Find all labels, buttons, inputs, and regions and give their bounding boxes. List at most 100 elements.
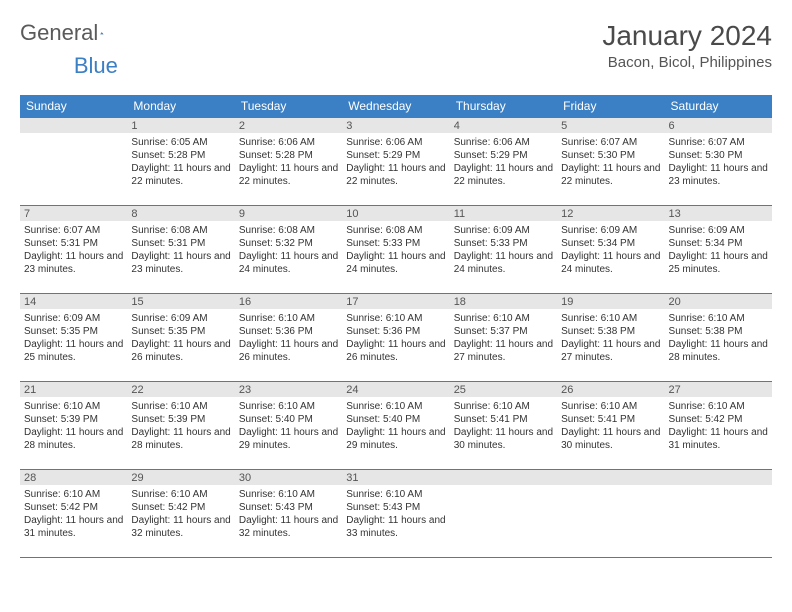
day-cell: 23Sunrise: 6:10 AMSunset: 5:40 PMDayligh… xyxy=(235,381,342,469)
sunrise-line: Sunrise: 6:10 AM xyxy=(131,488,230,501)
sunset-line: Sunset: 5:31 PM xyxy=(131,237,230,250)
sunrise-line: Sunrise: 6:09 AM xyxy=(454,224,553,237)
date-number: 3 xyxy=(342,117,449,133)
day-header: Wednesday xyxy=(342,95,449,117)
day-cell: 17Sunrise: 6:10 AMSunset: 5:36 PMDayligh… xyxy=(342,293,449,381)
daylight-line: Daylight: 11 hours and 29 minutes. xyxy=(239,426,338,452)
date-number xyxy=(557,469,664,485)
date-number: 18 xyxy=(450,293,557,309)
sunset-line: Sunset: 5:39 PM xyxy=(24,413,123,426)
day-header: Monday xyxy=(127,95,234,117)
sunset-line: Sunset: 5:32 PM xyxy=(239,237,338,250)
day-cell: 10Sunrise: 6:08 AMSunset: 5:33 PMDayligh… xyxy=(342,205,449,293)
location: Bacon, Bicol, Philippines xyxy=(602,54,772,71)
logo-text-1: General xyxy=(20,20,98,46)
sunrise-line: Sunrise: 6:09 AM xyxy=(669,224,768,237)
sunset-line: Sunset: 5:42 PM xyxy=(24,501,123,514)
sunrise-line: Sunrise: 6:09 AM xyxy=(131,312,230,325)
daylight-line: Daylight: 11 hours and 24 minutes. xyxy=(239,250,338,276)
sunrise-line: Sunrise: 6:10 AM xyxy=(454,400,553,413)
sunset-line: Sunset: 5:34 PM xyxy=(561,237,660,250)
day-details: Sunrise: 6:09 AMSunset: 5:33 PMDaylight:… xyxy=(450,221,557,278)
sunrise-line: Sunrise: 6:10 AM xyxy=(24,400,123,413)
date-number: 31 xyxy=(342,469,449,485)
daylight-line: Daylight: 11 hours and 26 minutes. xyxy=(131,338,230,364)
sunset-line: Sunset: 5:40 PM xyxy=(346,413,445,426)
sunrise-line: Sunrise: 6:10 AM xyxy=(561,312,660,325)
day-details: Sunrise: 6:09 AMSunset: 5:35 PMDaylight:… xyxy=(20,309,127,366)
sunset-line: Sunset: 5:42 PM xyxy=(131,501,230,514)
date-number: 30 xyxy=(235,469,342,485)
day-cell: 14Sunrise: 6:09 AMSunset: 5:35 PMDayligh… xyxy=(20,293,127,381)
day-details: Sunrise: 6:10 AMSunset: 5:42 PMDaylight:… xyxy=(20,485,127,542)
sunrise-line: Sunrise: 6:10 AM xyxy=(346,400,445,413)
daylight-line: Daylight: 11 hours and 33 minutes. xyxy=(346,514,445,540)
date-number: 2 xyxy=(235,117,342,133)
day-details: Sunrise: 6:10 AMSunset: 5:38 PMDaylight:… xyxy=(557,309,664,366)
day-details: Sunrise: 6:06 AMSunset: 5:28 PMDaylight:… xyxy=(235,133,342,190)
sunrise-line: Sunrise: 6:10 AM xyxy=(24,488,123,501)
date-number: 23 xyxy=(235,381,342,397)
sunset-line: Sunset: 5:43 PM xyxy=(239,501,338,514)
date-number: 5 xyxy=(557,117,664,133)
daylight-line: Daylight: 11 hours and 22 minutes. xyxy=(346,162,445,188)
daylight-line: Daylight: 11 hours and 30 minutes. xyxy=(454,426,553,452)
daylight-line: Daylight: 11 hours and 26 minutes. xyxy=(346,338,445,364)
sunset-line: Sunset: 5:34 PM xyxy=(669,237,768,250)
sunset-line: Sunset: 5:35 PM xyxy=(24,325,123,338)
day-cell xyxy=(20,117,127,205)
day-details: Sunrise: 6:06 AMSunset: 5:29 PMDaylight:… xyxy=(450,133,557,190)
sunset-line: Sunset: 5:29 PM xyxy=(454,149,553,162)
date-number: 16 xyxy=(235,293,342,309)
day-cell: 6Sunrise: 6:07 AMSunset: 5:30 PMDaylight… xyxy=(665,117,772,205)
daylight-line: Daylight: 11 hours and 24 minutes. xyxy=(346,250,445,276)
date-number: 8 xyxy=(127,205,234,221)
day-header: Thursday xyxy=(450,95,557,117)
day-details: Sunrise: 6:10 AMSunset: 5:40 PMDaylight:… xyxy=(235,397,342,454)
day-cell xyxy=(557,469,664,557)
title-block: January 2024 Bacon, Bicol, Philippines xyxy=(602,20,772,71)
date-number: 13 xyxy=(665,205,772,221)
sunrise-line: Sunrise: 6:10 AM xyxy=(561,400,660,413)
day-details: Sunrise: 6:08 AMSunset: 5:31 PMDaylight:… xyxy=(127,221,234,278)
day-details: Sunrise: 6:09 AMSunset: 5:34 PMDaylight:… xyxy=(665,221,772,278)
day-cell: 24Sunrise: 6:10 AMSunset: 5:40 PMDayligh… xyxy=(342,381,449,469)
day-details: Sunrise: 6:09 AMSunset: 5:35 PMDaylight:… xyxy=(127,309,234,366)
day-header-row: Sunday Monday Tuesday Wednesday Thursday… xyxy=(20,95,772,117)
day-cell: 12Sunrise: 6:09 AMSunset: 5:34 PMDayligh… xyxy=(557,205,664,293)
sunrise-line: Sunrise: 6:10 AM xyxy=(454,312,553,325)
calendar-body: 1Sunrise: 6:05 AMSunset: 5:28 PMDaylight… xyxy=(20,117,772,557)
sunset-line: Sunset: 5:33 PM xyxy=(454,237,553,250)
day-details: Sunrise: 6:10 AMSunset: 5:40 PMDaylight:… xyxy=(342,397,449,454)
sunrise-line: Sunrise: 6:10 AM xyxy=(131,400,230,413)
day-cell xyxy=(450,469,557,557)
sunset-line: Sunset: 5:36 PM xyxy=(346,325,445,338)
date-number: 19 xyxy=(557,293,664,309)
sunset-line: Sunset: 5:39 PM xyxy=(131,413,230,426)
daylight-line: Daylight: 11 hours and 32 minutes. xyxy=(239,514,338,540)
sunrise-line: Sunrise: 6:10 AM xyxy=(239,312,338,325)
date-number: 10 xyxy=(342,205,449,221)
day-header: Saturday xyxy=(665,95,772,117)
sunrise-line: Sunrise: 6:08 AM xyxy=(239,224,338,237)
sunset-line: Sunset: 5:36 PM xyxy=(239,325,338,338)
daylight-line: Daylight: 11 hours and 24 minutes. xyxy=(561,250,660,276)
sunrise-line: Sunrise: 6:08 AM xyxy=(346,224,445,237)
day-details: Sunrise: 6:10 AMSunset: 5:37 PMDaylight:… xyxy=(450,309,557,366)
sunrise-line: Sunrise: 6:06 AM xyxy=(346,136,445,149)
day-details: Sunrise: 6:08 AMSunset: 5:33 PMDaylight:… xyxy=(342,221,449,278)
day-cell: 11Sunrise: 6:09 AMSunset: 5:33 PMDayligh… xyxy=(450,205,557,293)
date-number: 7 xyxy=(20,205,127,221)
day-header: Tuesday xyxy=(235,95,342,117)
date-number: 14 xyxy=(20,293,127,309)
sunrise-line: Sunrise: 6:07 AM xyxy=(669,136,768,149)
day-details: Sunrise: 6:10 AMSunset: 5:41 PMDaylight:… xyxy=(450,397,557,454)
sunset-line: Sunset: 5:38 PM xyxy=(669,325,768,338)
day-details: Sunrise: 6:10 AMSunset: 5:39 PMDaylight:… xyxy=(20,397,127,454)
daylight-line: Daylight: 11 hours and 30 minutes. xyxy=(561,426,660,452)
sunrise-line: Sunrise: 6:06 AM xyxy=(239,136,338,149)
date-number: 1 xyxy=(127,117,234,133)
daylight-line: Daylight: 11 hours and 27 minutes. xyxy=(561,338,660,364)
daylight-line: Daylight: 11 hours and 22 minutes. xyxy=(561,162,660,188)
daylight-line: Daylight: 11 hours and 31 minutes. xyxy=(24,514,123,540)
